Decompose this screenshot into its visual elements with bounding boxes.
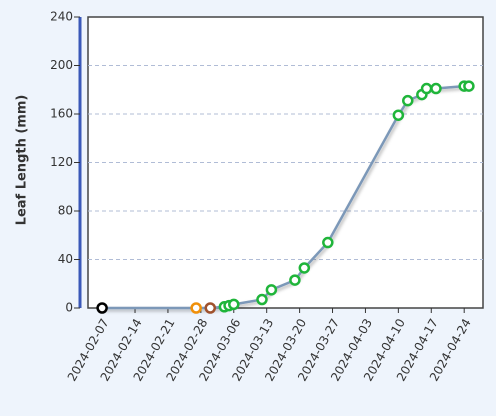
point: [228, 298, 240, 311]
point: [298, 262, 311, 274]
point: [463, 80, 475, 92]
y-tick-label: 0: [65, 301, 73, 315]
y-tick-label: 40: [58, 252, 73, 266]
point: [265, 284, 278, 296]
point: [430, 82, 442, 95]
y-tick-label: 160: [50, 107, 73, 121]
point: [96, 302, 108, 314]
point: [392, 109, 405, 121]
y-tick-label: 120: [50, 155, 73, 169]
point: [322, 236, 334, 249]
y-axis-label: Leaf Length (mm): [15, 95, 30, 226]
y-tick-label: 240: [50, 10, 73, 24]
y-tick-label: 200: [50, 58, 73, 72]
point: [289, 274, 301, 286]
point: [402, 94, 414, 107]
point: [204, 302, 217, 314]
y-tick-label: 80: [58, 204, 73, 218]
point: [190, 302, 202, 314]
point: [420, 82, 433, 95]
point: [256, 293, 268, 306]
